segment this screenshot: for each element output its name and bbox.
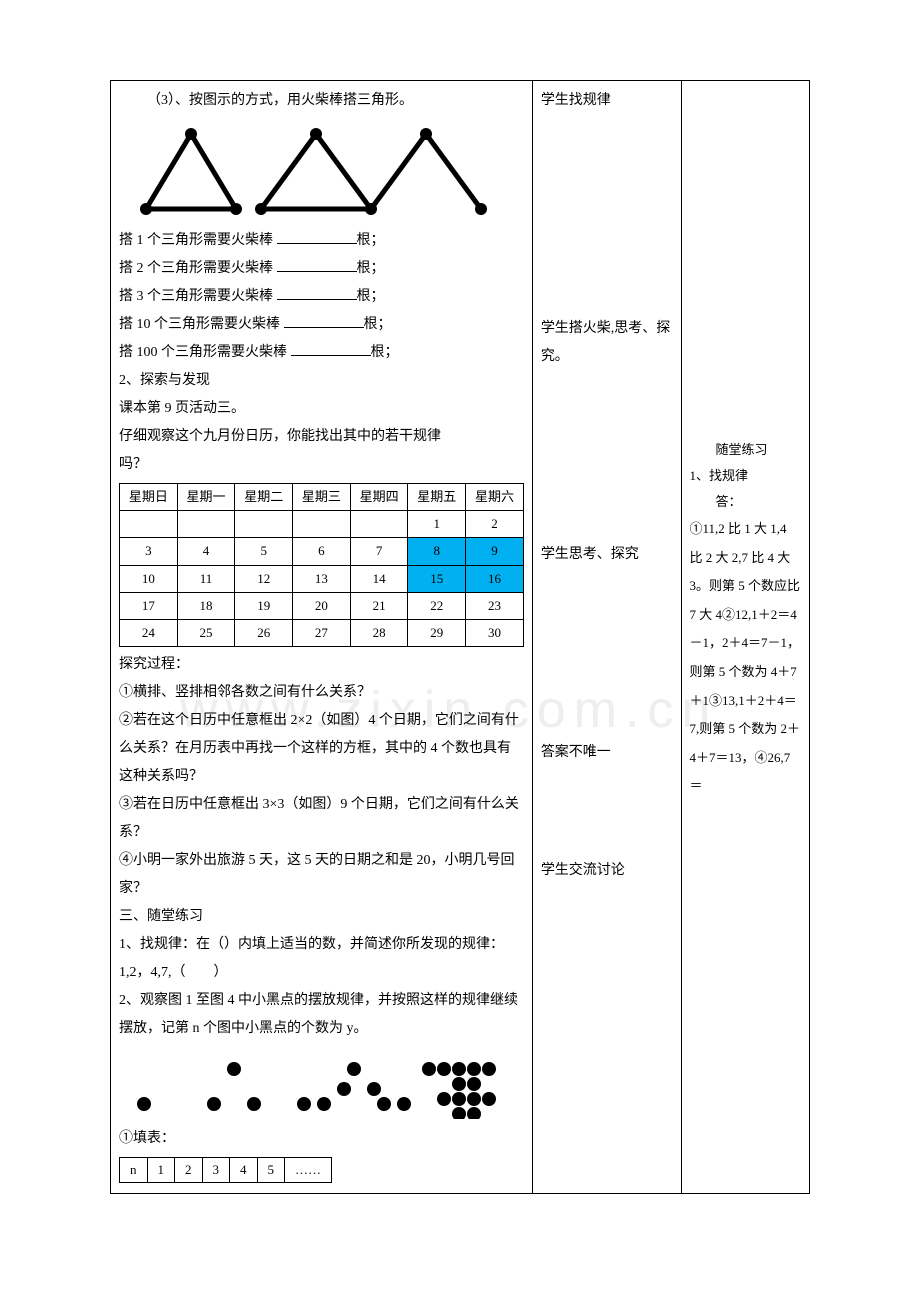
calendar-cell: 28 — [350, 619, 408, 646]
notes-line1: 1、找规律 — [690, 463, 802, 489]
calendar-cell: 22 — [408, 592, 466, 619]
calendar-cell — [120, 511, 178, 538]
explore-item-4: ④小明一家外出旅游 5 天，这 5 天的日期之和是 20，小明几号回家？ — [119, 847, 524, 903]
calendar-row: 12 — [120, 511, 524, 538]
notes-cell: 随堂练习 1、找规律 答： ①11,2 比 1 大 1,4 比 2 大 2,7 … — [681, 81, 810, 1194]
anno-5: 学生交流讨论 — [541, 857, 673, 885]
calendar-row: 17181920212223 — [120, 592, 524, 619]
matchstick-line-2: 搭 2 个三角形需要火柴棒 根； — [119, 255, 524, 283]
calendar-cell: 27 — [293, 619, 351, 646]
lesson-table: （3）、按图示的方式，用火柴棒搭三角形。 — [110, 80, 810, 1194]
blank-3 — [277, 285, 357, 300]
notes-body: ①11,2 比 1 大 1,4 比 2 大 2,7 比 4 大 3。则第 5 个… — [690, 515, 802, 801]
blank-5 — [291, 341, 371, 356]
calendar-cell: 2 — [466, 511, 524, 538]
calendar-cell: 20 — [293, 592, 351, 619]
calendar-cell: 12 — [235, 565, 293, 592]
calendar-cell: 8 — [408, 538, 466, 565]
calendar-cell: 1 — [408, 511, 466, 538]
anno-1: 学生找规律 — [541, 87, 673, 115]
calendar-cell — [177, 511, 235, 538]
calendar-cell: 15 — [408, 565, 466, 592]
explore-item-2: ②若在这个日历中任意框出 2×2（如图）4 个日期，它们之间有什么关系？在月历表… — [119, 707, 524, 791]
anno-3: 学生思考、探究 — [541, 541, 673, 569]
calendar-cell: 18 — [177, 592, 235, 619]
calendar-cell: 4 — [177, 538, 235, 565]
explore-item-1: ①横排、竖排相邻各数之间有什么关系？ — [119, 679, 524, 707]
explore-item-3: ③若在日历中任意框出 3×3（如图）9 个日期，它们之间有什么关系？ — [119, 791, 524, 847]
blank-1 — [277, 229, 357, 244]
calendar-cell — [293, 511, 351, 538]
calendar-cell: 9 — [466, 538, 524, 565]
triangle-figure — [119, 119, 524, 219]
calendar-cell: 17 — [120, 592, 178, 619]
calendar-row: 24252627282930 — [120, 619, 524, 646]
practice-q1: 1、找规律：在（）内填上适当的数，并简述你所发现的规律：1,2，4,7,（ ） — [119, 931, 524, 987]
calendar-cell: 11 — [177, 565, 235, 592]
calendar-cell: 24 — [120, 619, 178, 646]
calendar-cell: 14 — [350, 565, 408, 592]
calendar-prompt-2: 吗？ — [119, 451, 524, 479]
matchstick-line-4: 搭 10 个三角形需要火柴棒 根； — [119, 311, 524, 339]
matchstick-line-5: 搭 100 个三角形需要火柴棒 根； — [119, 339, 524, 367]
calendar-cell: 16 — [466, 565, 524, 592]
annotation-cell: 学生找规律 学生搭火柴,思考、探究。 学生思考、探究 答案不唯一 学生交流讨论 — [532, 81, 681, 1194]
calendar-cell: 13 — [293, 565, 351, 592]
explore-title: 探究过程： — [119, 651, 524, 679]
dots-figure — [119, 1049, 524, 1119]
calendar-prompt-1: 仔细观察这个九月份日历，你能找出其中的若干规律 — [119, 423, 524, 451]
fill-table-label: ①填表： — [119, 1125, 524, 1153]
calendar-cell: 30 — [466, 619, 524, 646]
calendar-cell: 26 — [235, 619, 293, 646]
section-2-ref: 课本第 9 页活动三。 — [119, 395, 524, 423]
calendar-cell: 19 — [235, 592, 293, 619]
calendar-cell: 7 — [350, 538, 408, 565]
calendar-header-row: 星期日 星期一 星期二 星期三 星期四 星期五 星期六 — [120, 484, 524, 511]
calendar-cell: 6 — [293, 538, 351, 565]
calendar-cell — [235, 511, 293, 538]
blank-2 — [277, 257, 357, 272]
matchstick-line-1: 搭 1 个三角形需要火柴棒 根； — [119, 227, 524, 255]
calendar-row: 3456789 — [120, 538, 524, 565]
calendar-cell: 21 — [350, 592, 408, 619]
calendar-row: 10111213141516 — [120, 565, 524, 592]
practice-title: 三、随堂练习 — [119, 903, 524, 931]
blank-4 — [284, 313, 364, 328]
calendar-cell — [350, 511, 408, 538]
anno-2: 学生搭火柴,思考、探究。 — [541, 315, 673, 371]
calendar-cell: 29 — [408, 619, 466, 646]
practice-q2: 2、观察图 1 至图 4 中小黑点的摆放规律，并按照这样的规律继续摆放，记第 n… — [119, 987, 524, 1043]
calendar-cell: 10 — [120, 565, 178, 592]
calendar-cell: 3 — [120, 538, 178, 565]
anno-4: 答案不唯一 — [541, 739, 673, 767]
calendar-cell: 5 — [235, 538, 293, 565]
section-2-title: 2、探索与发现 — [119, 367, 524, 395]
question-3-intro: （3）、按图示的方式，用火柴棒搭三角形。 — [119, 87, 524, 115]
calendar-cell: 23 — [466, 592, 524, 619]
calendar-cell: 25 — [177, 619, 235, 646]
notes-line2: 答： — [690, 489, 802, 515]
notes-title: 随堂练习 — [690, 437, 802, 463]
matchstick-line-3: 搭 3 个三角形需要火柴棒 根； — [119, 283, 524, 311]
main-content-cell: （3）、按图示的方式，用火柴棒搭三角形。 — [111, 81, 533, 1194]
calendar-table: 星期日 星期一 星期二 星期三 星期四 星期五 星期六 123456789101… — [119, 483, 524, 647]
fill-table: n 1 2 3 4 5 …… — [119, 1157, 332, 1183]
